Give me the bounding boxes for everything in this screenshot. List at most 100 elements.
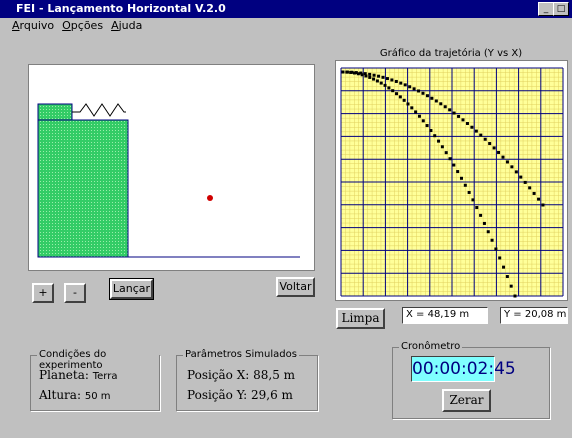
clear-button[interactable]: Limpa (336, 308, 385, 329)
trajectory-dot (463, 183, 467, 187)
trajectory-dot (470, 125, 474, 129)
trajectory-dot (421, 119, 425, 123)
y-field: Y = 20,08 m (500, 307, 568, 324)
trajectory-dot (433, 134, 437, 138)
group-title: Cronômetro (399, 341, 463, 352)
trajectory-dot (452, 111, 456, 115)
trajectory-dot (537, 197, 541, 201)
cliff (37, 119, 129, 258)
trajectory-dot (372, 73, 376, 77)
maximize-button[interactable]: □ (553, 2, 569, 16)
graph-title: Gráfico da trajetória (Y vs X) (379, 48, 523, 59)
params-group: Parâmetros Simulados Posição X: 88,5 m P… (176, 349, 318, 411)
trajectory-dot (471, 198, 475, 202)
trajectory-dot (341, 70, 345, 74)
menu-bar: Arquivo Opções Ajuda (12, 19, 150, 32)
trajectory-dot (385, 77, 389, 81)
trajectory-dot (381, 75, 385, 79)
trajectory-dot (412, 87, 416, 91)
trajectory-dot (482, 221, 486, 225)
trajectory-dot (474, 129, 478, 133)
trajectory-dot (498, 256, 502, 260)
trajectory-dot (492, 146, 496, 150)
trajectory-dot (425, 124, 429, 128)
trajectory-dot (513, 294, 517, 298)
trajectory-dot (390, 78, 394, 82)
trajectory-dot (345, 70, 349, 74)
trajectory-dot (368, 75, 372, 79)
menu-item[interactable]: Opções (62, 19, 104, 32)
trajectory-dot (417, 89, 421, 93)
timer-group: Cronômetro 00:00:02:45 Zerar (392, 341, 550, 419)
trajectory-dot (514, 170, 518, 174)
trajectory-dot (494, 247, 498, 251)
trajectory-dot (375, 79, 379, 83)
trajectory-dot (523, 180, 527, 184)
trajectory-dot (541, 203, 545, 207)
trajectory-dot (467, 190, 471, 194)
plus-button[interactable]: + (32, 283, 54, 303)
trajectory-dot (402, 98, 406, 102)
trajectory-dot (459, 176, 463, 180)
group-title: Condições do experimento (37, 349, 159, 371)
trajectory-dot (356, 72, 360, 76)
back-button[interactable]: Voltar (276, 277, 315, 297)
trajectory-dot (429, 129, 433, 133)
trajectory-dot (519, 175, 523, 179)
launch-button[interactable]: Lançar (109, 278, 154, 300)
trajectory-dot (417, 114, 421, 118)
reset-button[interactable]: Zerar (442, 389, 491, 412)
trajectory-dot (359, 71, 363, 75)
trajectory-dot (379, 81, 383, 85)
trajectory-dot (372, 77, 376, 81)
timer-display: 00:00:02:45 (411, 356, 516, 382)
trajectory-dot (439, 102, 443, 106)
trajectory-dot (406, 102, 410, 106)
launcher-block (37, 103, 73, 121)
trajectory-dot (488, 142, 492, 146)
trajectory-dot (528, 186, 532, 190)
trajectory-dot (457, 114, 461, 118)
label: Altura: (39, 388, 81, 402)
trajectory-dot (532, 191, 536, 195)
trajectory-graph (335, 60, 568, 301)
trajectory-dot (383, 83, 387, 87)
trajectory-dot (483, 137, 487, 141)
trajectory-dot (505, 275, 509, 279)
value: Terra (92, 371, 118, 382)
trajectory-dot (509, 284, 513, 288)
trajectory-dot (465, 121, 469, 125)
trajectory-dot (479, 133, 483, 137)
position-y: Posição Y: 29,6 m (187, 388, 293, 402)
trajectory-dot (448, 108, 452, 112)
trajectory-dot (349, 70, 353, 74)
x-field: X = 48,19 m (402, 307, 488, 324)
menu-item[interactable]: Arquivo (12, 19, 55, 32)
trajectory-dot (410, 106, 414, 110)
minus-button[interactable]: - (64, 283, 86, 303)
group-title: Parâmetros Simulados (183, 349, 299, 360)
position-x: Posição X: 88,5 m (187, 368, 296, 382)
trajectory-dot (354, 71, 358, 75)
menu-item[interactable]: Ajuda (111, 19, 143, 32)
trajectory-dot (456, 170, 460, 174)
trajectory-dot (461, 118, 465, 122)
trajectory-dot (391, 89, 395, 93)
trajectory-dot (394, 79, 398, 83)
trajectory-dot (430, 96, 434, 100)
trajectory-dot (399, 81, 403, 85)
spring (72, 103, 126, 117)
window-title: FEI - Lançamento Horizontal V.2.0 (16, 2, 226, 15)
trajectory-dot (364, 74, 368, 78)
trajectory-dot (440, 145, 444, 149)
trajectory-dot (414, 110, 418, 114)
title-bar: FEI - Lançamento Horizontal V.2.0 (0, 0, 572, 18)
trajectory-dot (437, 139, 441, 143)
trajectory-dot (408, 85, 412, 89)
simulation-view (28, 64, 315, 271)
trajectory-dot (502, 265, 506, 269)
trajectory-dot (505, 160, 509, 164)
minimize-button[interactable]: _ (538, 2, 554, 16)
trajectory-dot (510, 165, 514, 169)
